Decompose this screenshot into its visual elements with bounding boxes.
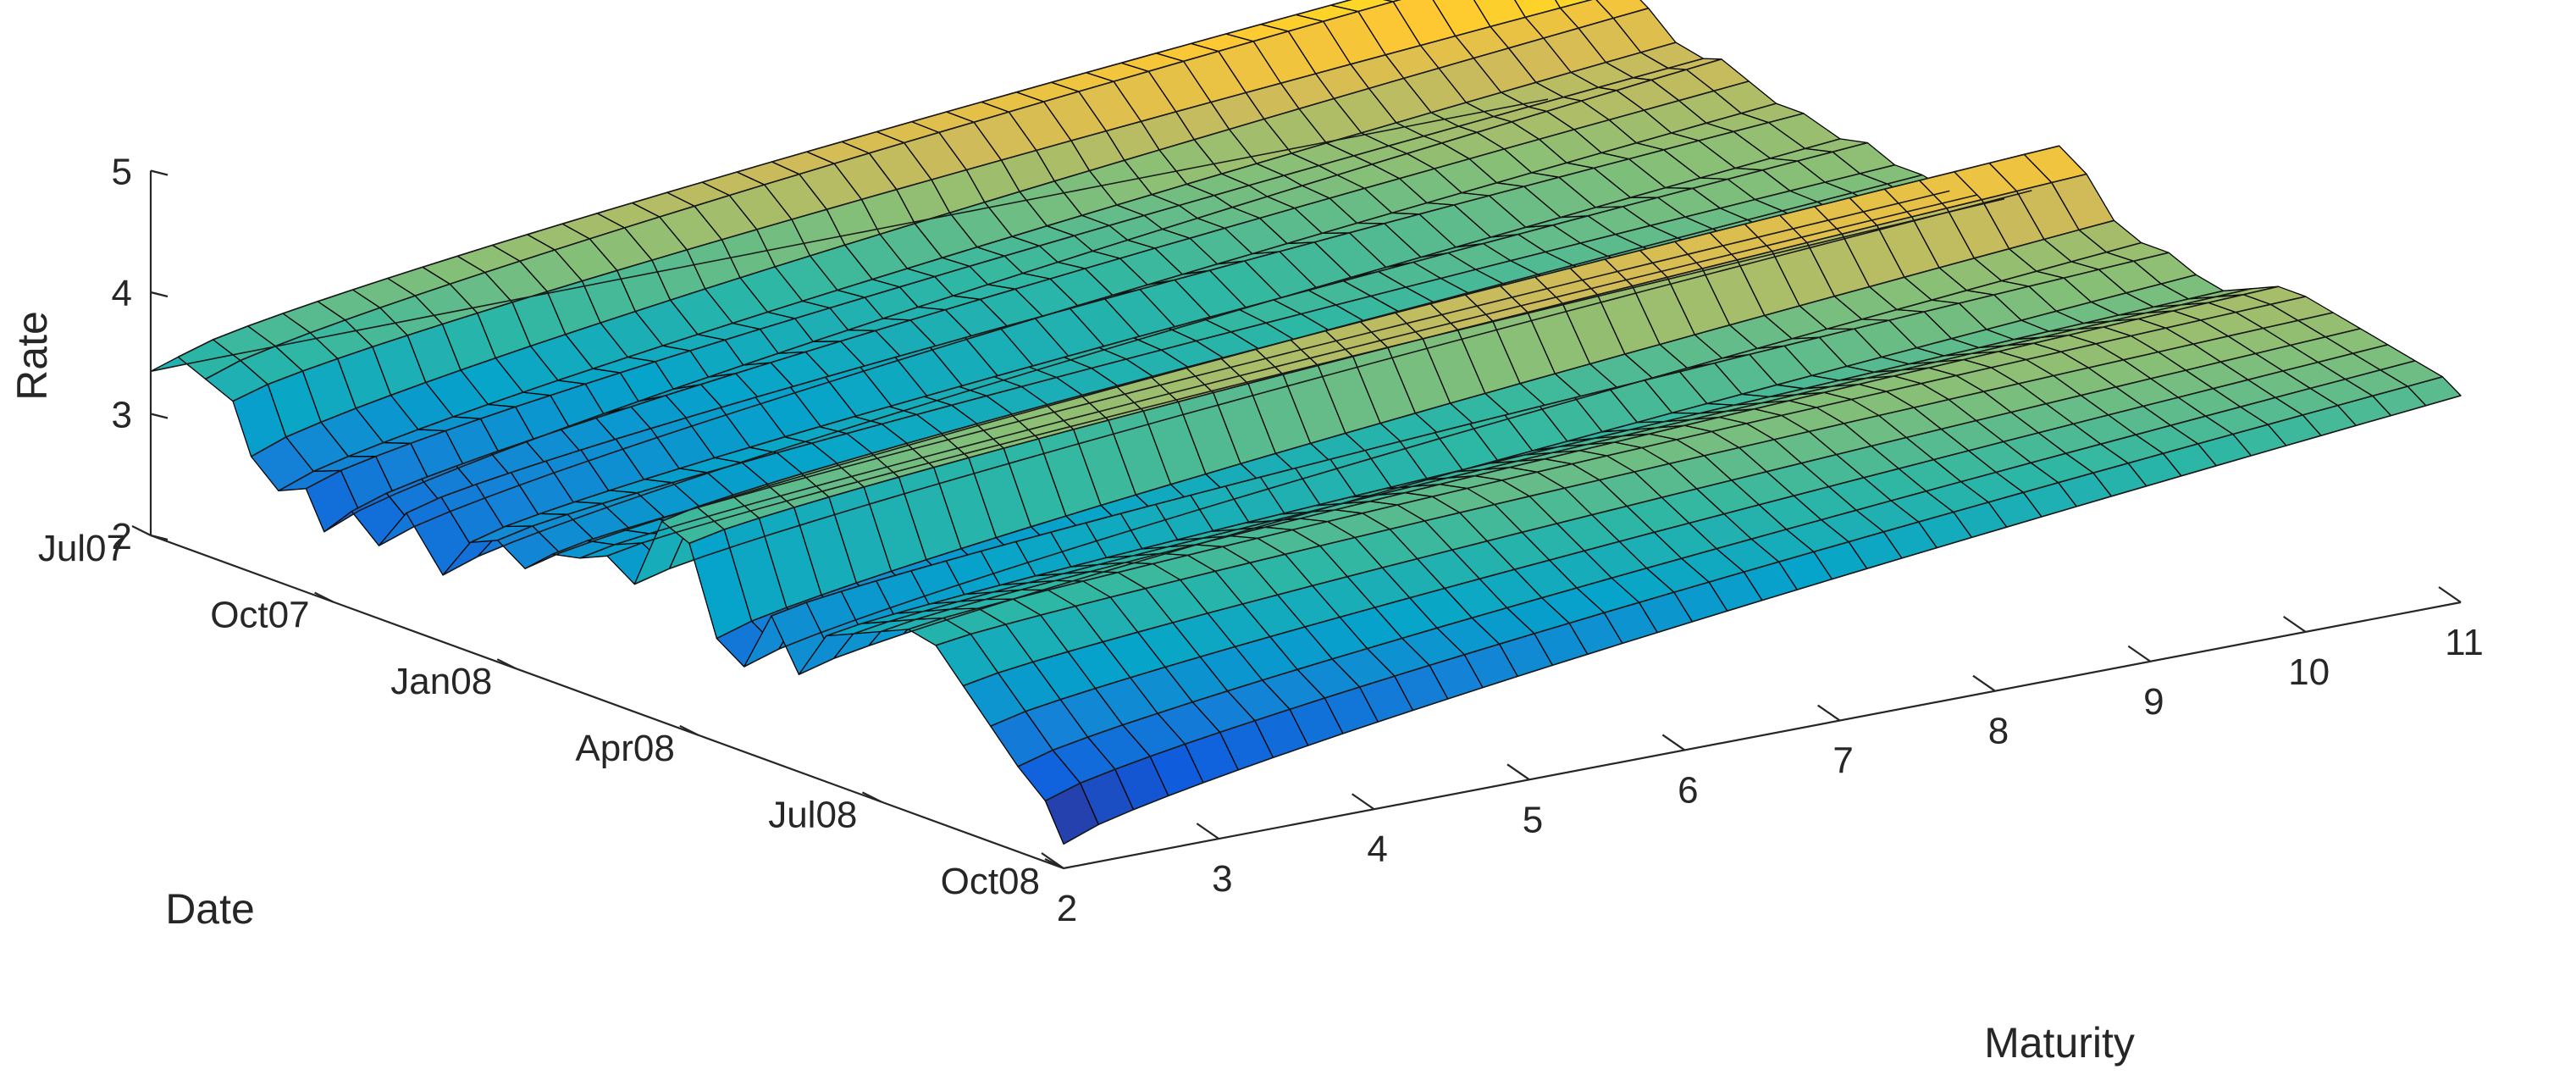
date-curve	[716, 219, 2114, 640]
date-tick-mark	[131, 525, 152, 536]
date-tick-mark	[314, 591, 334, 603]
maturity-tick-mark	[2127, 645, 2151, 662]
date-curve	[771, 252, 2170, 617]
maturity-tick-mark	[1506, 763, 1530, 781]
date-curve	[1017, 360, 2416, 767]
maturity-tick-mark	[2438, 586, 2462, 603]
maturity-tick-mark	[1661, 734, 1685, 751]
date-curve	[177, 0, 1353, 358]
z-tick-mark	[150, 169, 169, 176]
date-curve	[661, 145, 2059, 523]
date-curve	[881, 285, 2279, 633]
date-curve	[935, 312, 2334, 646]
z-tick-label: 2	[112, 516, 132, 557]
surface-layer	[150, 0, 2462, 845]
z-tick-mark	[150, 291, 169, 298]
date-tick-label: Jan08	[390, 661, 492, 702]
z-tick-label: 3	[112, 395, 132, 436]
date-curve	[826, 290, 2224, 637]
date-axis-label: Date	[165, 885, 255, 933]
maturity-tick-mark	[1817, 704, 1841, 722]
axes-layer	[149, 170, 2462, 870]
z-tick-label: 4	[112, 273, 132, 314]
maturity-tick-label: 9	[2143, 681, 2164, 723]
date-curve	[579, 194, 1977, 559]
date-tick-label: Oct08	[941, 861, 1040, 902]
date-curve	[744, 241, 2142, 668]
maturity-axis-label: Maturity	[1984, 1019, 2135, 1067]
date-tick-label: Oct07	[210, 595, 309, 636]
date-curve	[278, 42, 1677, 492]
surface-strip	[688, 173, 2115, 640]
maturity-tick-mark	[1352, 793, 1375, 811]
date-curve	[1045, 376, 2443, 802]
maturity-tick-mark	[1041, 852, 1064, 869]
surface-strip	[1044, 376, 2462, 845]
date-curve	[232, 0, 1593, 402]
date-curve	[305, 58, 1704, 490]
date-axis-line	[150, 534, 1064, 870]
ticks-layer: 2 3 4 5 Jul07 Oct07 Jan08 Apr08 Jul08 Oct08 2 3 4 5 6 7…	[38, 152, 2484, 930]
maturity-tick-mark	[1196, 823, 1219, 840]
surface-strip	[935, 312, 2362, 687]
surface-strip	[232, 0, 1650, 457]
maturity-tick-label: 6	[1678, 769, 1698, 811]
date-curve	[469, 141, 1868, 544]
z-tick-mark	[150, 534, 169, 541]
date-curve	[251, 7, 1649, 457]
date-curve	[406, 113, 1805, 514]
date-curve	[442, 138, 1841, 576]
date-curve	[799, 274, 2197, 675]
z-tick-mark	[150, 413, 169, 419]
maturity-tick-mark	[2283, 615, 2307, 633]
surface-strip	[1017, 360, 2444, 802]
date-curve	[633, 190, 2032, 585]
date-curve	[379, 103, 1777, 546]
date-curve	[606, 197, 2005, 557]
maturity-tick-label: 3	[1212, 858, 1232, 900]
maturity-tick-label: 7	[1832, 740, 1853, 782]
date-curve	[853, 288, 2252, 634]
maturity-tick-label: 4	[1367, 828, 1387, 870]
date-tick-label: Apr08	[575, 728, 674, 769]
z-tick-label: 5	[112, 152, 132, 193]
maturity-tick-label: 8	[1988, 711, 2009, 752]
maturity-axis-line	[1063, 601, 2462, 870]
date-tick-mark	[496, 658, 517, 670]
date-tick-mark	[861, 791, 882, 803]
date-curve	[205, 0, 1401, 380]
date-curve	[150, 98, 1549, 373]
maturity-tick-label: 2	[1057, 888, 1077, 929]
maturity-tick-mark	[1972, 674, 1996, 692]
date-tick-label: Jul07	[38, 528, 127, 569]
surface-strip	[661, 145, 2087, 545]
maturity-tick-label: 11	[2445, 622, 2484, 663]
maturity-tick-label: 10	[2288, 651, 2330, 693]
maturity-tick-label: 5	[1523, 799, 1543, 840]
date-curve	[351, 80, 1750, 513]
date-curve	[1063, 395, 2462, 845]
date-curve	[990, 344, 2388, 727]
surface-strip	[250, 8, 1677, 492]
date-curve	[688, 173, 2087, 545]
date-curve	[497, 163, 1895, 541]
date-curve	[963, 328, 2361, 687]
date-curve	[552, 190, 1950, 555]
date-tick-label: Jul08	[768, 794, 857, 835]
surface-strip	[962, 328, 2389, 727]
z-axis-label: Rate	[8, 311, 56, 401]
date-tick-mark	[679, 724, 699, 736]
date-curve	[908, 296, 2306, 630]
